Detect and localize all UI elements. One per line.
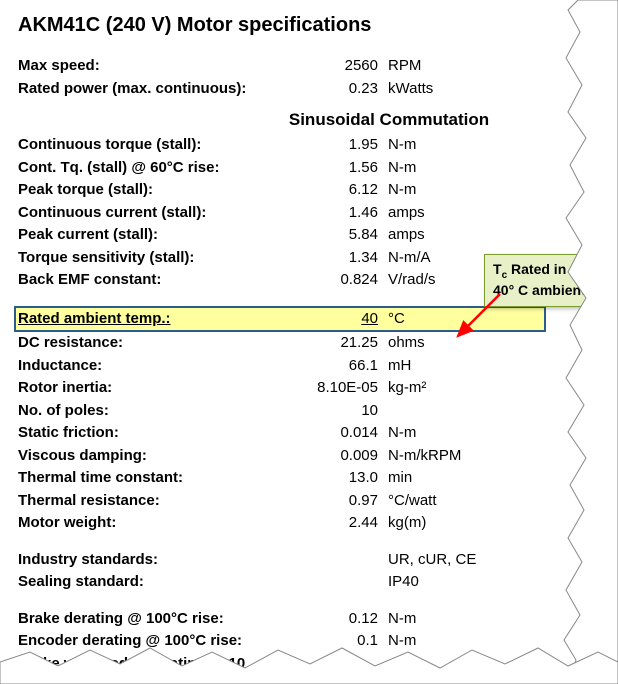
- spec-row: Brake derating @ 100°C rise:0.12N-m: [18, 608, 600, 631]
- spec-unit: N-m: [388, 608, 488, 631]
- spec-label: No. of poles:: [18, 400, 278, 423]
- spec-unit: N-m: [388, 422, 488, 445]
- spec-row: Cont. Tq. (stall) @ 60°C rise:1.56N-m: [18, 157, 600, 180]
- spec-row: Peak torque (stall):6.12N-m: [18, 179, 600, 202]
- spec-label: Rated power (max. continuous):: [18, 78, 278, 101]
- spec-unit: N-m: [388, 157, 488, 180]
- spec-label: Sealing standard:: [18, 571, 278, 594]
- spec-value: 2.44: [278, 512, 388, 535]
- spec-row: Peak current (stall):5.84amps: [18, 224, 600, 247]
- spec-unit: °C: [388, 308, 488, 331]
- spec-unit: N-m/kRPM: [388, 445, 488, 468]
- spec-unit: UR, cUR, CE: [388, 549, 488, 572]
- spec-value: 40: [278, 308, 388, 331]
- mid-block: DC resistance:21.25ohmsInductance:66.1mH…: [18, 332, 600, 535]
- highlighted-row: Rated ambient temp.: 40 °C: [14, 306, 546, 333]
- section-heading: Sinusoidal Commutation: [18, 110, 600, 130]
- spec-unit: RPM: [388, 55, 488, 78]
- spec-value: 21.25: [278, 332, 388, 355]
- spec-value: 6.12: [278, 179, 388, 202]
- spec-row: Brake w/ encoder derating @ 10: [18, 653, 600, 676]
- spec-row: Inductance:66.1mH: [18, 355, 600, 378]
- spec-value: 0.1: [278, 630, 388, 653]
- spec-unit: kWatts: [388, 78, 488, 101]
- brake-block: Brake derating @ 100°C rise:0.12N-mEncod…: [18, 608, 600, 676]
- spec-label: Brake derating @ 100°C rise:: [18, 608, 278, 631]
- spec-label: Inductance:: [18, 355, 278, 378]
- spec-unit: N-m: [388, 630, 488, 653]
- spec-row: Rotor inertia:8.10E-05kg-m²: [18, 377, 600, 400]
- spec-label: Continuous torque (stall):: [18, 134, 278, 157]
- spec-label: Industry standards:: [18, 549, 278, 572]
- spec-label: Rated ambient temp.:: [18, 308, 278, 331]
- spec-row: Viscous damping:0.009N-m/kRPM: [18, 445, 600, 468]
- spec-unit: °C/watt: [388, 490, 488, 513]
- spec-label: Rotor inertia:: [18, 377, 278, 400]
- spec-label: Motor weight:: [18, 512, 278, 535]
- spec-label: Viscous damping:: [18, 445, 278, 468]
- spec-unit: amps: [388, 224, 488, 247]
- spec-value: 10: [278, 400, 388, 423]
- spec-value: 1.56: [278, 157, 388, 180]
- spec-unit: N-m: [388, 134, 488, 157]
- spec-label: Torque sensitivity (stall):: [18, 247, 278, 270]
- spec-value: 0.014: [278, 422, 388, 445]
- spec-row: Sealing standard: IP40: [18, 571, 600, 594]
- spec-unit: min: [388, 467, 488, 490]
- spec-row: Encoder derating @ 100°C rise:0.1N-m: [18, 630, 600, 653]
- spec-label: Thermal resistance:: [18, 490, 278, 513]
- spec-label: DC resistance:: [18, 332, 278, 355]
- spec-label: Peak torque (stall):: [18, 179, 278, 202]
- callout-line2: 40° C ambient: [493, 282, 586, 298]
- spec-unit: mH: [388, 355, 488, 378]
- spec-value: 0.23: [278, 78, 388, 101]
- spec-value: 8.10E-05: [278, 377, 388, 400]
- spec-row: DC resistance:21.25ohms: [18, 332, 600, 355]
- spec-row: Static friction:0.014N-m: [18, 422, 600, 445]
- spec-label: Peak current (stall):: [18, 224, 278, 247]
- spec-row: Thermal time constant:13.0min: [18, 467, 600, 490]
- spec-row: Industry standards: UR, cUR, CE: [18, 549, 600, 572]
- spec-value: 0.97: [278, 490, 388, 513]
- spec-unit: N-m: [388, 179, 488, 202]
- spec-row: Thermal resistance:0.97°C/watt: [18, 490, 600, 513]
- standards-block: Industry standards:UR, cUR, CESealing st…: [18, 549, 600, 594]
- spec-label: Cont. Tq. (stall) @ 60°C rise:: [18, 157, 278, 180]
- spec-value: 0.12: [278, 608, 388, 631]
- spec-row: Continuous current (stall):1.46amps: [18, 202, 600, 225]
- spec-label: Back EMF constant:: [18, 269, 278, 292]
- spec-label: Thermal time constant:: [18, 467, 278, 490]
- callout-line1: Tc Rated in a: [493, 261, 578, 277]
- spec-value: 1.95: [278, 134, 388, 157]
- spec-row: Rated power (max. continuous): 0.23 kWat…: [18, 78, 600, 101]
- callout-box: Tc Rated in a 40° C ambient: [484, 254, 610, 307]
- spec-unit: N-m/A: [388, 247, 488, 270]
- spec-unit: ohms: [388, 332, 488, 355]
- spec-value: 1.46: [278, 202, 388, 225]
- spec-row: Continuous torque (stall):1.95N-m: [18, 134, 600, 157]
- spec-value: 66.1: [278, 355, 388, 378]
- spec-row: Motor weight:2.44kg(m): [18, 512, 600, 535]
- spec-unit: V/rad/s: [388, 269, 488, 292]
- spec-label: Brake w/ encoder derating @ 10: [18, 653, 278, 676]
- spec-value: 1.34: [278, 247, 388, 270]
- page-title: AKM41C (240 V) Motor specifications: [18, 14, 600, 37]
- spec-unit: amps: [388, 202, 488, 225]
- spec-value: 2560: [278, 55, 388, 78]
- spec-unit: IP40: [388, 571, 488, 594]
- spec-row: No. of poles:10: [18, 400, 600, 423]
- spec-unit: kg-m²: [388, 377, 488, 400]
- spec-row: Max speed: 2560 RPM: [18, 55, 600, 78]
- spec-value: 0.824: [278, 269, 388, 292]
- spec-value: 0.009: [278, 445, 388, 468]
- spec-label: Static friction:: [18, 422, 278, 445]
- spec-label: Continuous current (stall):: [18, 202, 278, 225]
- spec-value: 13.0: [278, 467, 388, 490]
- spec-label: Max speed:: [18, 55, 278, 78]
- spec-value: 5.84: [278, 224, 388, 247]
- spec-label: Encoder derating @ 100°C rise:: [18, 630, 278, 653]
- spec-sheet: AKM41C (240 V) Motor specifications Max …: [0, 0, 618, 684]
- spec-unit: kg(m): [388, 512, 488, 535]
- top-block: Max speed: 2560 RPM Rated power (max. co…: [18, 55, 600, 100]
